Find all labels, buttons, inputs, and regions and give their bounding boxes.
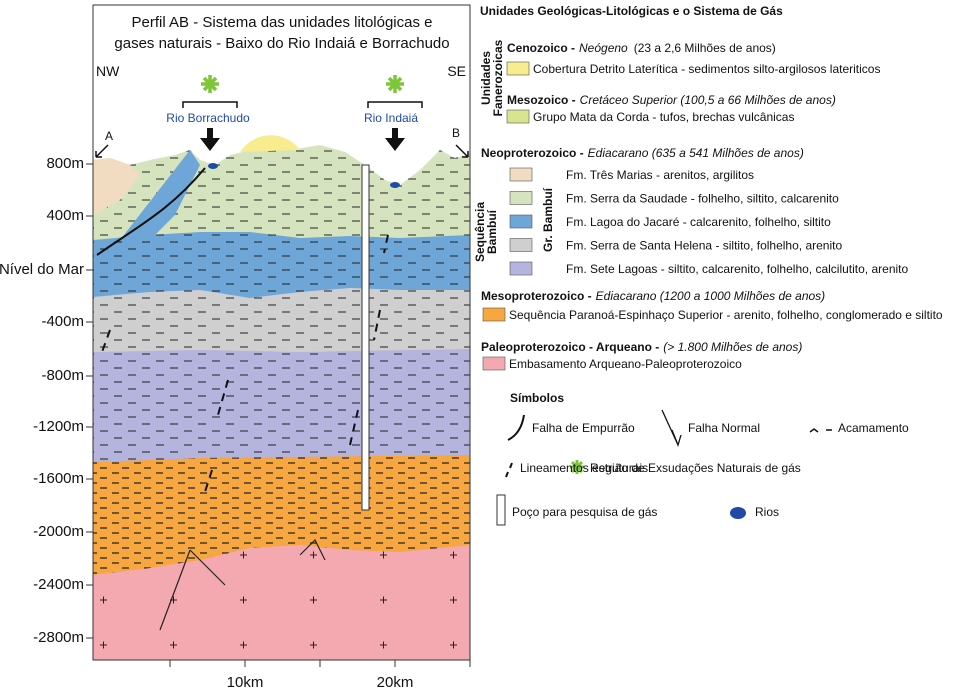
body: Perfil AB - Sistema das unidades litológ…	[0, 0, 979, 697]
group-label: Fanerozoicas	[491, 39, 505, 116]
legend-unit: Cobertura Detrito Laterítica - sedimento…	[533, 62, 880, 76]
symbol-lineament	[506, 463, 512, 477]
legend-unit: Embasamento Arqueano-Paleoproterozoico	[509, 357, 742, 371]
symbol-label: Região de Exsudações Naturais de gás	[590, 461, 801, 475]
age: (23 a 2,6 Milhões de anos)	[634, 41, 776, 55]
river-label: Rio Indaiá	[364, 111, 418, 125]
figure: Perfil AB - Sistema das unidades litológ…	[0, 0, 979, 697]
river-marker	[390, 182, 400, 188]
depth-label: -2800m	[33, 629, 84, 646]
orientation-label: NW	[96, 63, 120, 79]
depth-label: -2400m	[33, 576, 84, 593]
period: (> 1.800 Milhões de anos)	[663, 340, 802, 354]
period-heading: Mesoproterozoico - Ediacarano (1200 a 100…	[481, 289, 825, 303]
legend-unit: Fm. Sete Lagoas - siltito, calcarenito, …	[566, 262, 908, 276]
bracket	[368, 102, 422, 108]
distance-label: 10km	[227, 674, 264, 691]
era: Mesozoico -	[507, 93, 576, 107]
legend-unit: Grupo Mata da Corda - tufos, brechas vul…	[533, 110, 794, 124]
legend-swatch	[510, 262, 532, 275]
legend-unit: Fm. Serra da Saudade - folhelho, siltito…	[566, 192, 839, 206]
period-heading: Neoproterozoico - Ediacarano (635 a 541 M…	[481, 146, 804, 160]
legend-swatch	[510, 239, 532, 252]
river-marker	[208, 163, 218, 169]
legend-swatch	[483, 308, 505, 321]
symbol-label: Falha de Empurrão	[532, 421, 635, 435]
depth-label: -1600m	[33, 470, 84, 487]
depth-label: -1200m	[33, 418, 84, 435]
depth-label: -400m	[41, 313, 84, 330]
era: Cenozoico -	[507, 41, 575, 55]
symbol-label: Acamamento	[838, 421, 909, 435]
legend-unit: Sequência Paranoá-Espinhaço Superior - a…	[509, 308, 943, 322]
legend-unit: Fm. Lagoa do Jacaré - calcarenito, folhe…	[566, 215, 831, 229]
depth-label: Nível do Mar	[0, 261, 84, 278]
period: Cretáceo Superior (100,5 a 66 Milhões de…	[580, 93, 836, 107]
legend-swatch	[510, 168, 532, 181]
depth-label: -800m	[41, 367, 84, 384]
group-label: Bambuí	[485, 209, 499, 254]
river-label: Rio Borrachudo	[166, 111, 250, 125]
legend-swatch	[507, 62, 529, 75]
symbols-title: Símbolos	[510, 391, 564, 405]
distance-label: 20km	[377, 674, 414, 691]
period-heading: Cenozoico - Neógeno (23 a 2,6 Milhões de a…	[507, 41, 776, 55]
arrow	[200, 128, 220, 151]
symbol-label: Falha Normal	[688, 421, 760, 435]
symbol-normal	[662, 410, 681, 445]
depth-label: 400m	[46, 207, 84, 224]
gas-seep	[201, 75, 219, 93]
gas-seep	[386, 75, 404, 93]
legend-swatch	[510, 192, 532, 205]
period-heading: Mesozoico - Cretáceo Superior (100,5 a 66…	[507, 93, 836, 107]
symbol-bedding	[810, 429, 832, 432]
period: Ediacarano (1200 a 1000 Milhões de anos)	[596, 289, 826, 303]
page: Perfil AB {"section":{"title":["Perfil A…	[0, 0, 979, 697]
symbol-thrust	[508, 415, 524, 440]
orientation-label: SE	[447, 63, 466, 79]
symbol-label: Rios	[755, 505, 779, 519]
legend-swatch	[507, 110, 529, 123]
legend-title: Unidades Geológicas-Litológicas e o Sist…	[480, 4, 783, 18]
symbol-river	[730, 507, 746, 519]
endpoint-label: B	[452, 126, 460, 140]
legend-swatch	[483, 357, 505, 370]
period: Ediacarano (635 a 541 Milhões de anos)	[588, 146, 804, 160]
legend-unit: Fm. Serra de Santa Helena - siltito, fol…	[566, 239, 842, 253]
group-label: Gr. Bambuí	[541, 187, 555, 252]
depth-label: 800m	[46, 155, 84, 172]
period: Neógeno	[579, 41, 628, 55]
legend-swatch	[510, 215, 532, 228]
legend-unit: Fm. Três Marias - arenitos, argilitos	[566, 168, 754, 182]
arrow	[385, 128, 405, 151]
era: Neoproterozoico -	[481, 146, 584, 160]
bracket	[183, 102, 237, 108]
well	[362, 165, 369, 510]
section-title: gases naturais - Baixo do Rio Indaiá e B…	[114, 35, 449, 52]
era: Mesoproterozoico -	[481, 289, 592, 303]
endpoint-label: A	[105, 129, 113, 143]
symbol-label: Poço para pesquisa de gás	[512, 505, 657, 519]
symbol-well	[497, 495, 505, 525]
depth-label: -2000m	[33, 523, 84, 540]
cross-section	[93, 135, 470, 660]
period-heading: Paleoproterozoico - Arqueano - (> 1.800 M…	[481, 340, 802, 354]
layer-mata-corda	[240, 135, 300, 152]
section-title: Perfil AB - Sistema das unidades litológ…	[132, 14, 433, 31]
era: Paleoproterozoico - Arqueano -	[481, 340, 659, 354]
